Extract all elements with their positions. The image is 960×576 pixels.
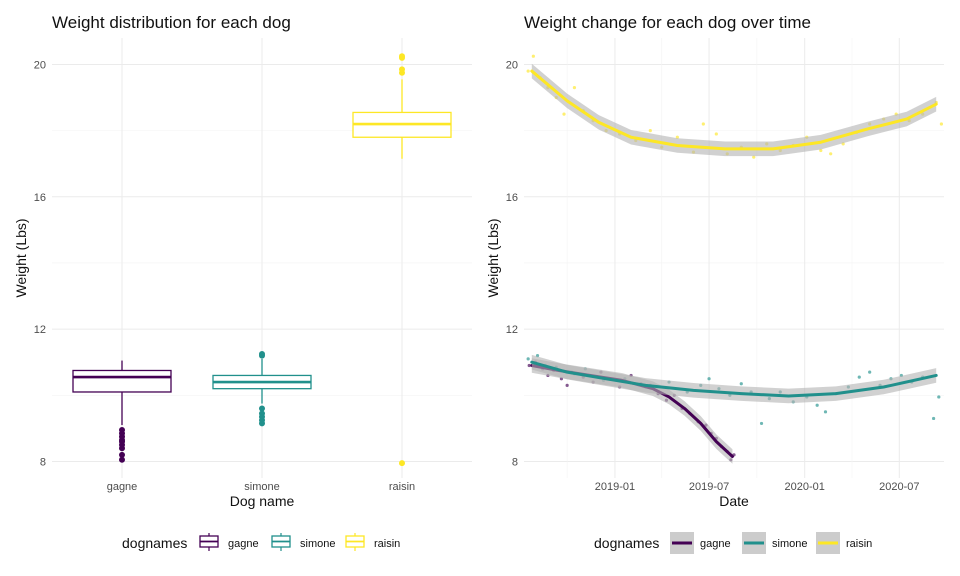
right-x-tick-label: 2020-07 [879,481,919,493]
left-legend-label-simone: simone [300,538,335,550]
scatter-point-raisin [675,135,679,139]
right-y-tick-label: 8 [512,456,518,468]
scatter-point-simone [759,421,764,426]
scatter-point-raisin [819,148,823,153]
box-outlier-gagne [119,456,125,463]
scatter-point-raisin [939,122,944,126]
right-x-tick-label: 2019-07 [689,481,729,493]
scatter-point-simone [868,370,872,374]
scatter-point-raisin [701,122,705,126]
left-plot-panel: 8 12 16 20 gagne simone raisin [34,38,472,493]
scatter-point-simone [857,375,861,379]
scatter-point-raisin [829,152,833,156]
right-legend: dognames gagne simone raisin [594,532,872,554]
right-legend-label-raisin: raisin [846,538,872,550]
box-outlier-simone [259,350,265,357]
left-chart-title: Weight distribution for each dog [52,13,291,32]
box-outlier-raisin [399,66,405,73]
left-y-axis-title: Weight (Lbs) [13,218,29,297]
right-legend-label-simone: simone [772,538,807,550]
box-outlier-gagne [119,427,125,434]
right-chart-title: Weight change for each dog over time [524,13,811,32]
box-outlier-simone [259,405,265,412]
right-legend-title: dognames [594,535,659,551]
scatter-point-raisin [526,69,530,73]
left-x-tick-label: simone [244,481,279,493]
left-x-tick-label: raisin [389,481,415,493]
box-outlier-gagne [119,451,125,458]
left-legend-title: dognames [122,535,187,551]
right-x-axis-title: Date [719,493,749,509]
left-legend: dognames gagne simone raisin [122,533,400,551]
scatter-point-raisin [531,54,535,58]
box-outlier-raisin [399,460,405,467]
scatter-point-raisin [752,155,756,159]
right-y-tick-label: 16 [506,192,518,204]
scatter-point-raisin [572,86,577,90]
right-x-tick-label: 2019-01 [595,481,635,493]
left-x-tick-label: gagne [107,481,138,493]
box-gagne [72,369,172,393]
right-y-tick-label: 20 [506,59,518,71]
smooth-line-raisin [530,69,938,151]
right-y-tick-label: 12 [506,324,518,336]
left-y-tick-label: 8 [40,456,46,468]
scatter-point-simone [815,403,819,407]
scatter-point-raisin [562,112,566,116]
scatter-point-simone [526,357,530,361]
scatter-point-simone [739,382,743,386]
right-y-axis-title: Weight (Lbs) [485,218,501,297]
scatter-point-raisin [714,132,718,136]
box-outlier-raisin [399,53,405,60]
left-x-axis-title: Dog name [230,493,295,509]
confidence-ribbon-simone [531,354,937,404]
left-legend-label-gagne: gagne [228,538,259,550]
scatter-point-simone [937,395,941,399]
left-y-tick-label: 20 [34,59,46,71]
scatter-point-raisin [648,129,652,133]
scatter-point-simone [932,416,936,421]
left-y-tick-label: 12 [34,324,46,336]
confidence-ribbon-raisin [531,63,937,157]
scatter-point-gagne [527,363,531,368]
smooth-line-simone [530,360,938,398]
right-plot-panel: 8 12 16 20 2019-01 2019-07 2020-01 2020-07 [506,38,944,493]
scatter-point-simone [707,377,711,381]
left-y-tick-label: 16 [34,192,46,204]
scatter-point-simone [823,410,828,414]
box-outlier-simone [259,410,265,417]
left-legend-label-raisin: raisin [374,538,400,550]
right-x-tick-label: 2020-01 [785,481,825,493]
right-legend-label-gagne: gagne [700,538,731,550]
scatter-point-gagne [565,383,569,387]
